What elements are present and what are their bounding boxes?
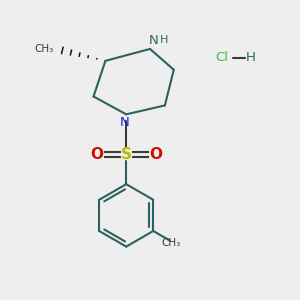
Text: CH₃: CH₃ <box>35 44 54 54</box>
Text: N: N <box>120 116 130 129</box>
Text: O: O <box>149 147 162 162</box>
Text: H: H <box>245 51 255 64</box>
Text: S: S <box>121 147 132 162</box>
Text: H: H <box>160 35 169 45</box>
Text: CH₃: CH₃ <box>162 238 181 248</box>
Text: N: N <box>149 34 158 47</box>
Text: O: O <box>90 147 103 162</box>
Text: Cl: Cl <box>215 51 228 64</box>
